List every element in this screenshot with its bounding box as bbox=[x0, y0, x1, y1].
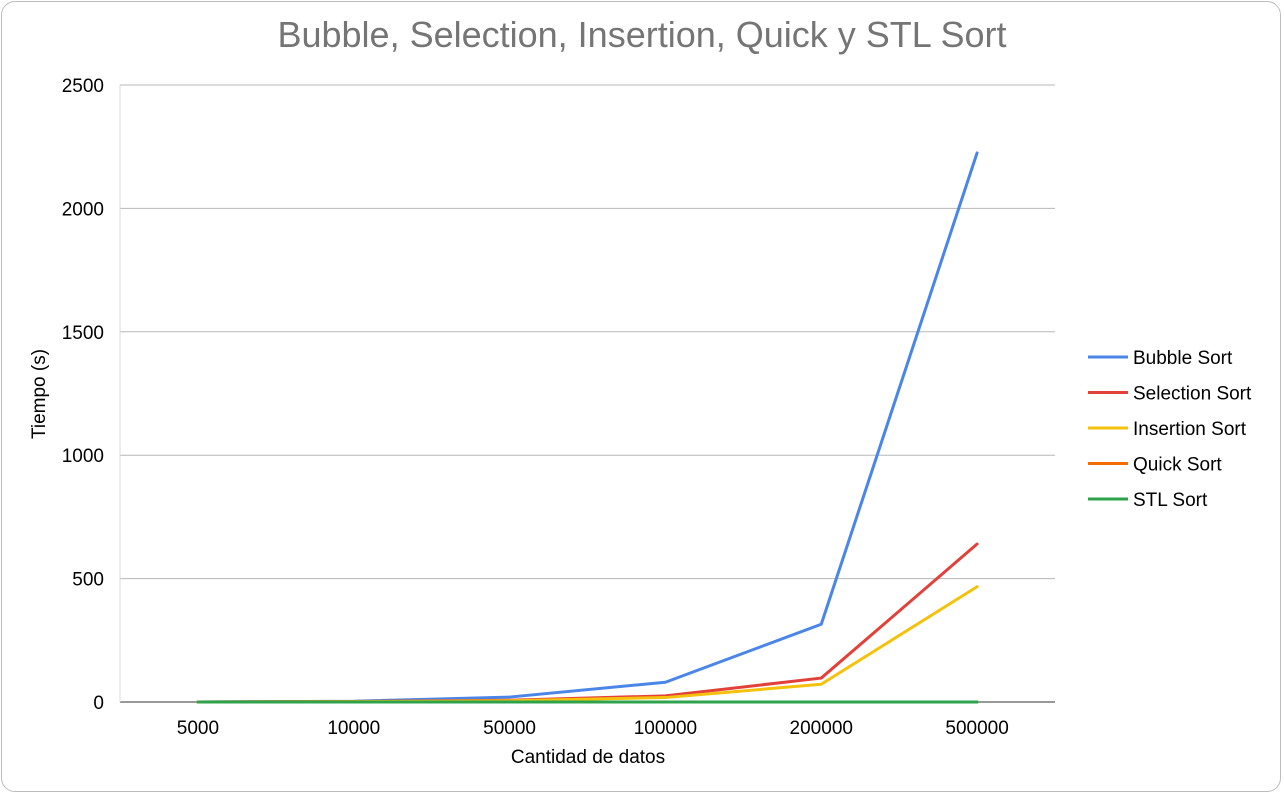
chart-title: Bubble, Selection, Insertion, Quick y ST… bbox=[277, 14, 1007, 55]
y-tick-label: 2500 bbox=[62, 76, 104, 97]
legend-label: Quick Sort bbox=[1133, 455, 1222, 476]
x-tick-label: 10000 bbox=[327, 718, 380, 739]
legend-item: STL Sort bbox=[1088, 490, 1208, 511]
legend: Bubble Sort Selection Sort Insertion Sort Q… bbox=[1088, 348, 1252, 511]
x-axis-ticks: 5000 10000 50000 100000 200000 500000 bbox=[177, 718, 1009, 739]
legend-item: Selection Sort bbox=[1088, 384, 1252, 405]
legend-item: Insertion Sort bbox=[1088, 419, 1247, 440]
series-line-selection-sort bbox=[196, 542, 979, 704]
y-tick-label: 2000 bbox=[62, 199, 104, 220]
y-tick-label: 500 bbox=[72, 570, 104, 591]
y-axis-title: Tiempo (s) bbox=[29, 349, 50, 439]
legend-label: Selection Sort bbox=[1133, 384, 1252, 405]
y-axis-ticks: 0 500 1000 1500 2000 2500 bbox=[62, 76, 104, 714]
x-tick-label: 50000 bbox=[483, 718, 536, 739]
y-tick-label: 1500 bbox=[62, 323, 104, 344]
legend-label: Bubble Sort bbox=[1133, 348, 1233, 369]
series-lines bbox=[196, 151, 979, 704]
y-tick-label: 1000 bbox=[62, 446, 104, 467]
x-axis-title: Cantidad de datos bbox=[511, 747, 665, 768]
grid-lines bbox=[119, 84, 1055, 703]
y-tick-label: 0 bbox=[93, 693, 104, 714]
legend-item: Quick Sort bbox=[1088, 455, 1222, 476]
legend-item: Bubble Sort bbox=[1088, 348, 1233, 369]
x-tick-label: 100000 bbox=[634, 718, 697, 739]
series-line-bubble-sort bbox=[196, 151, 979, 704]
x-tick-label: 200000 bbox=[790, 718, 853, 739]
legend-label: Insertion Sort bbox=[1133, 419, 1247, 440]
legend-label: STL Sort bbox=[1133, 490, 1208, 511]
x-tick-label: 5000 bbox=[177, 718, 219, 739]
x-tick-label: 500000 bbox=[945, 718, 1008, 739]
